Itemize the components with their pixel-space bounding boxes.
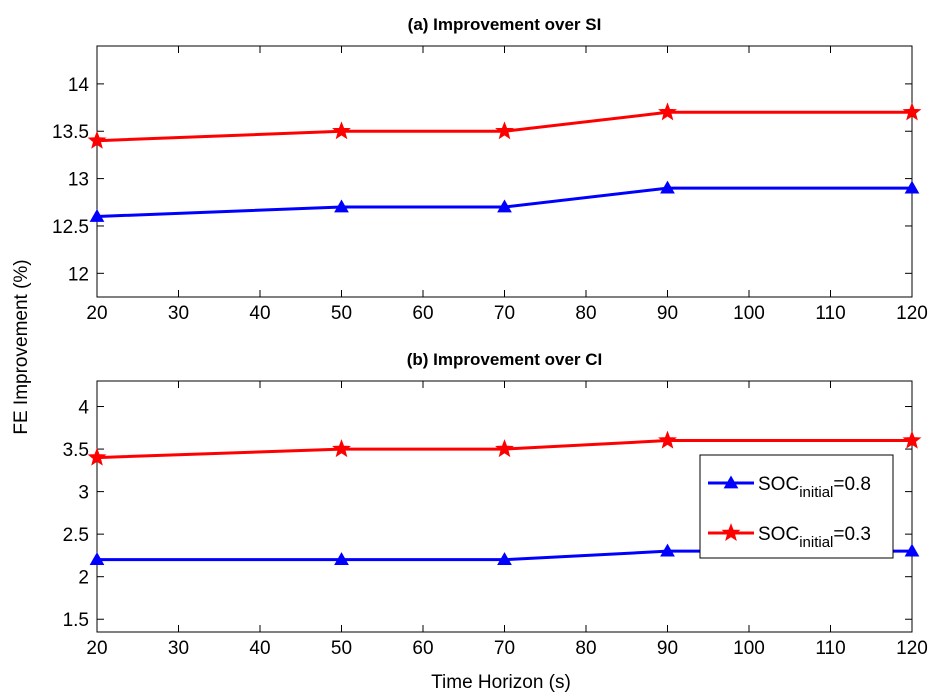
star-icon — [721, 523, 741, 542]
series-soc-0-8 — [89, 180, 920, 222]
data-point — [902, 102, 922, 121]
x-tick-label: 30 — [168, 638, 189, 659]
legend-label-subscript: initial — [799, 534, 833, 551]
data-point — [334, 199, 349, 213]
x-tick-label: 50 — [331, 638, 352, 659]
y-tick-label: 13 — [68, 170, 89, 191]
y-tick-label: 12.5 — [52, 217, 89, 238]
x-tick-label: 30 — [168, 303, 189, 324]
y-tick-label: 2.5 — [63, 525, 89, 546]
data-point — [89, 552, 105, 566]
x-tick-label: 50 — [331, 303, 352, 324]
x-tick-label: 70 — [494, 303, 515, 324]
data-point — [497, 552, 512, 566]
legend-label-subscript: initial — [799, 484, 833, 501]
legend-label-prefix: SOC — [758, 524, 799, 545]
data-point — [495, 121, 514, 140]
data-point — [660, 543, 675, 557]
x-tick-label: 90 — [657, 638, 678, 659]
data-point — [87, 447, 107, 466]
legend-label-suffix: =0.3 — [833, 524, 871, 545]
x-tick-label: 60 — [412, 638, 433, 659]
y-tick-label: 2 — [78, 568, 89, 589]
plot-area — [96, 45, 913, 298]
x-tick-label: 20 — [86, 638, 107, 659]
data-point — [904, 180, 920, 194]
x-tick-label: 110 — [815, 638, 845, 659]
data-point — [660, 180, 675, 194]
chart-title: (b) Improvement over CI — [407, 350, 603, 369]
chart-panel-a: (a) Improvement over SI 20 30 40 50 60 70 80 90 1… — [52, 15, 928, 324]
chart-panel-b: (b) Improvement over CI 20 30 40 50 60 70 80 90 1… — [63, 350, 928, 659]
chart-title: (a) Improvement over SI — [408, 15, 602, 34]
data-point — [658, 102, 677, 121]
x-tick-label: 120 — [896, 303, 928, 324]
legend-label-prefix: SOC — [758, 474, 799, 495]
data-point — [902, 430, 922, 449]
x-tick-label: 60 — [412, 303, 433, 324]
legend-label-suffix: =0.8 — [833, 474, 871, 495]
y-tick-label: 14 — [68, 75, 90, 96]
y-tick-label: 3.5 — [63, 440, 89, 461]
data-point — [87, 130, 107, 149]
y-tick-label: 1.5 — [63, 610, 89, 631]
x-tick-label: 80 — [575, 303, 596, 324]
data-point — [658, 430, 677, 449]
data-point — [332, 121, 351, 140]
x-tick-label: 120 — [896, 638, 928, 659]
x-tick-label: 40 — [249, 638, 270, 659]
series-soc-0-3 — [87, 102, 922, 149]
x-tick-label: 40 — [249, 303, 270, 324]
data-point — [334, 552, 349, 566]
data-point — [332, 439, 351, 458]
figure-xlabel: Time Horizon (s) — [431, 672, 571, 693]
data-point — [89, 208, 105, 222]
y-tick-label: 13.5 — [52, 122, 89, 143]
x-tick-label: 100 — [733, 303, 765, 324]
x-tick-label: 100 — [733, 638, 765, 659]
x-tick-label: 90 — [657, 303, 678, 324]
legend-entry: SOCinitial=0.3 — [708, 523, 871, 551]
x-tick-label: 20 — [86, 303, 107, 324]
data-point — [904, 543, 920, 557]
data-point — [497, 199, 512, 213]
series-soc-0-3 — [87, 430, 922, 466]
legend-box — [699, 454, 894, 559]
x-tick-label: 80 — [575, 638, 596, 659]
data-point — [495, 439, 514, 458]
x-tick-label: 110 — [815, 303, 845, 324]
legend-label: SOCinitial=0.3 — [758, 524, 871, 551]
x-tick-label: 70 — [494, 638, 515, 659]
y-tick-label: 3 — [78, 483, 89, 504]
triangle-icon — [723, 475, 739, 489]
legend-entry: SOCinitial=0.8 — [708, 474, 871, 501]
figure-ylabel: FE Improvement (%) — [11, 259, 32, 434]
y-tick-label: 4 — [78, 398, 89, 419]
y-tick-label: 12 — [68, 264, 89, 285]
legend-label: SOCinitial=0.8 — [758, 474, 871, 501]
